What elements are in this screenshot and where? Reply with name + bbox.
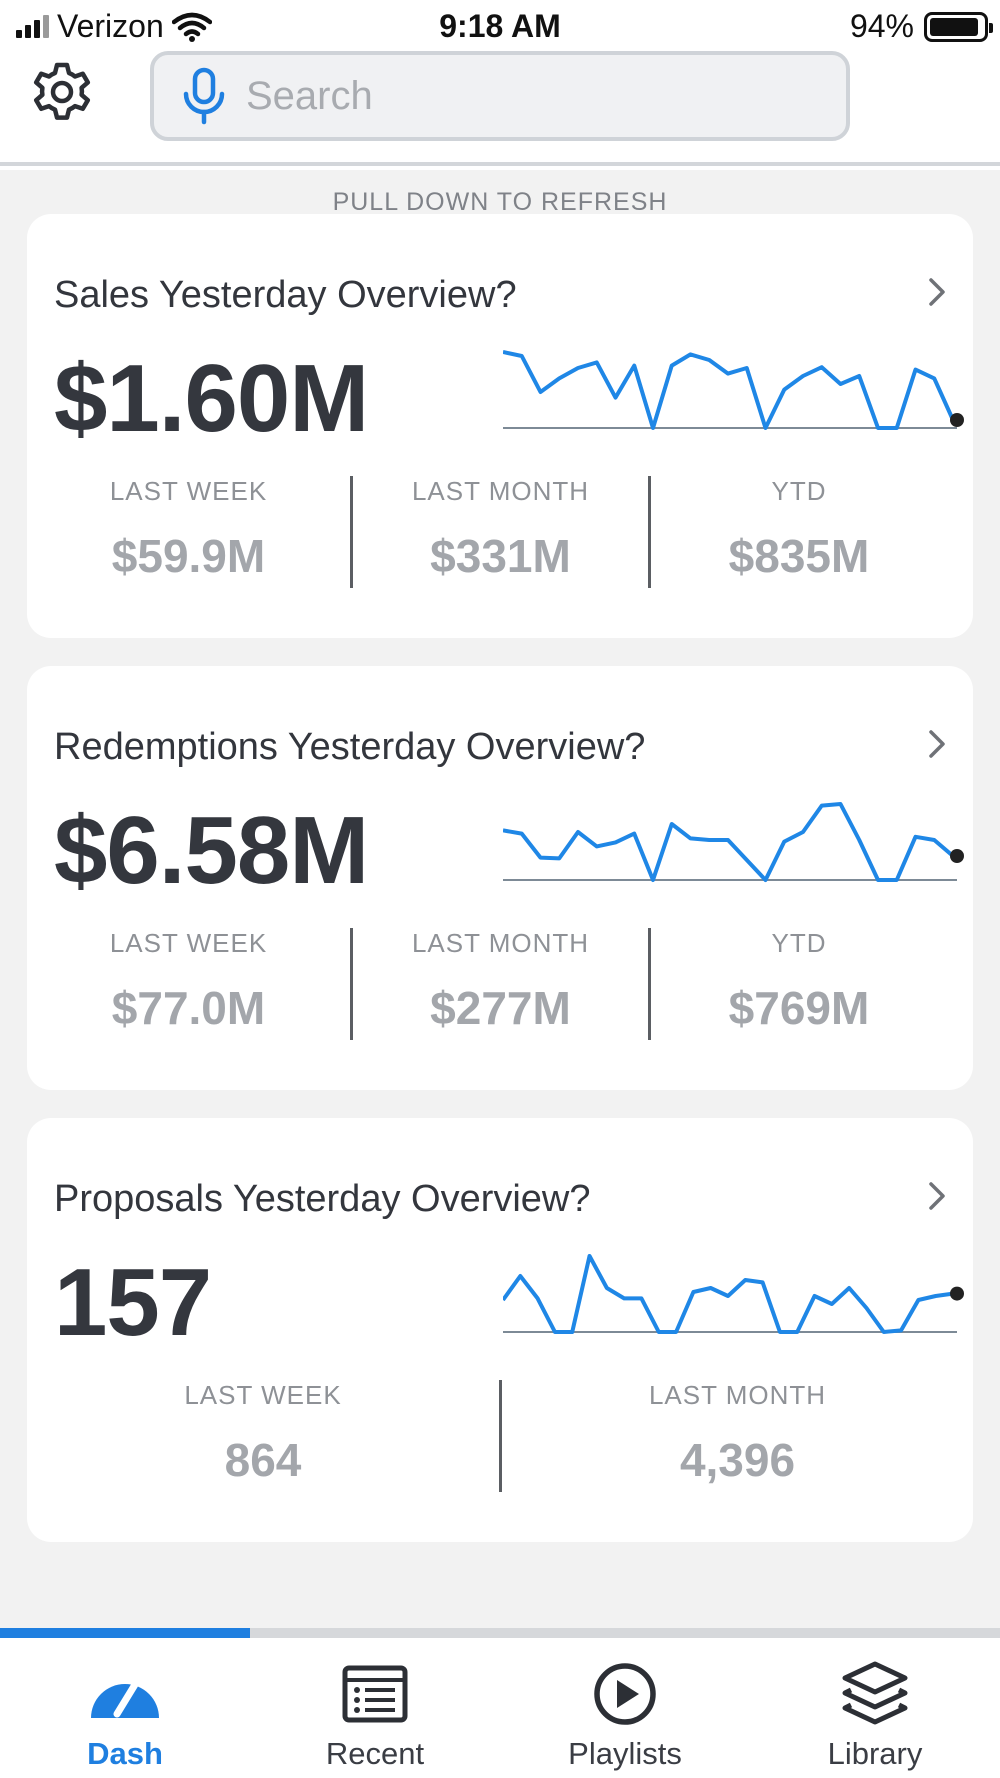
clock: 9:18 AM (439, 8, 561, 44)
sparkline-line (503, 1254, 954, 1334)
stat-last-week: LAST WEEK $59.9M (27, 476, 350, 588)
search-input[interactable] (246, 73, 806, 119)
stat-label: LAST WEEK (109, 476, 268, 506)
stat-value: $331M (430, 530, 571, 582)
sparkline-chart (503, 1254, 964, 1334)
stat-ytd: YTD $835M (648, 476, 947, 588)
stat-last-month: LAST MONTH $331M (350, 476, 648, 588)
stats-row: LAST WEEK $77.0M LAST MONTH $277M YTD $7… (27, 928, 973, 1040)
stat-label: YTD (771, 928, 827, 958)
card-title: Sales Yesterday Overview? (54, 274, 517, 316)
sparkline-endpoint (950, 849, 964, 863)
stat-last-week: LAST WEEK $77.0M (27, 928, 350, 1040)
tab-recent[interactable]: Recent (250, 1638, 500, 1778)
stat-value: 864 (224, 1434, 302, 1486)
tab-progress-track (0, 1628, 1000, 1638)
primary-value: $1.60M (54, 345, 369, 452)
layers-icon (842, 1661, 908, 1725)
primary-value: $6.58M (54, 797, 369, 904)
sales-overview-card[interactable]: Sales Yesterday Overview? $1.60M LAST WE… (27, 214, 973, 638)
pull-to-refresh-hint: PULL DOWN TO REFRESH (332, 188, 668, 216)
chevron-right-icon[interactable] (925, 1176, 951, 1216)
status-bar: Verizon 9:18 AM 94% (0, 0, 1000, 54)
microphone-icon[interactable] (180, 66, 228, 126)
stat-value: 4,396 (679, 1434, 796, 1486)
stat-label: LAST MONTH (411, 928, 590, 958)
battery-percent: 94% (849, 8, 914, 44)
search-bar[interactable] (150, 51, 850, 141)
settings-gear-icon[interactable] (30, 60, 94, 124)
chevron-right-icon[interactable] (925, 724, 951, 764)
sparkline-line (503, 350, 955, 430)
sparkline-chart (503, 802, 964, 882)
battery-icon (924, 11, 993, 42)
tab-library[interactable]: Library (750, 1638, 1000, 1778)
stat-label: LAST WEEK (109, 928, 268, 958)
stat-last-month: LAST MONTH 4,396 (499, 1380, 973, 1492)
sparkline-endpoint (950, 413, 964, 427)
sparkline-chart (503, 350, 964, 430)
stat-value: $277M (430, 982, 571, 1034)
stats-row: LAST WEEK 864 LAST MONTH 4,396 (27, 1380, 973, 1492)
status-bar-right: 94% (849, 8, 993, 45)
cell-signal-icon (16, 14, 49, 38)
stat-label: YTD (771, 476, 827, 506)
sparkline-endpoint (950, 1286, 964, 1301)
stat-ytd: YTD $769M (648, 928, 947, 1040)
stat-label: LAST WEEK (184, 1380, 342, 1410)
proposals-overview-card[interactable]: Proposals Yesterday Overview? 157 LAST W… (27, 1118, 973, 1542)
tab-progress-indicator (0, 1628, 250, 1638)
primary-value: 157 (54, 1249, 212, 1356)
sparkline-line (503, 802, 955, 882)
tab-playlists[interactable]: Playlists (500, 1638, 750, 1778)
card-title: Proposals Yesterday Overview? (54, 1178, 591, 1220)
stat-last-week: LAST WEEK 864 (27, 1380, 499, 1492)
wifi-icon (171, 12, 212, 42)
stat-value: $835M (728, 530, 870, 582)
card-title: Redemptions Yesterday Overview? (54, 726, 646, 768)
stat-value: $769M (728, 982, 870, 1034)
stats-row: LAST WEEK $59.9M LAST MONTH $331M YTD $8… (27, 476, 973, 588)
stat-last-month: LAST MONTH $277M (350, 928, 648, 1040)
carrier-name: Verizon (57, 8, 164, 44)
tab-label: Playlists (568, 1736, 682, 1771)
tab-dash[interactable]: Dash (0, 1638, 250, 1778)
list-icon (342, 1665, 408, 1723)
play-circle-icon (594, 1663, 656, 1725)
dash-gauge-icon (91, 1674, 159, 1718)
stat-label: LAST MONTH (648, 1380, 827, 1410)
tab-label: Library (827, 1736, 923, 1771)
tab-label: Dash (87, 1736, 163, 1771)
dashboard-content[interactable]: PULL DOWN TO REFRESH Sales Yesterday Ove… (0, 170, 1000, 1628)
stat-value: $77.0M (111, 982, 266, 1034)
chevron-right-icon[interactable] (925, 272, 951, 312)
status-bar-left: Verizon (16, 8, 212, 45)
stat-value: $59.9M (111, 530, 266, 582)
redemptions-overview-card[interactable]: Redemptions Yesterday Overview? $6.58M L… (27, 666, 973, 1090)
stat-label: LAST MONTH (411, 476, 590, 506)
tab-label: Recent (325, 1736, 425, 1771)
bottom-tab-bar: Dash Recent Playlists Library (0, 1638, 1000, 1778)
app-header (0, 51, 1000, 166)
